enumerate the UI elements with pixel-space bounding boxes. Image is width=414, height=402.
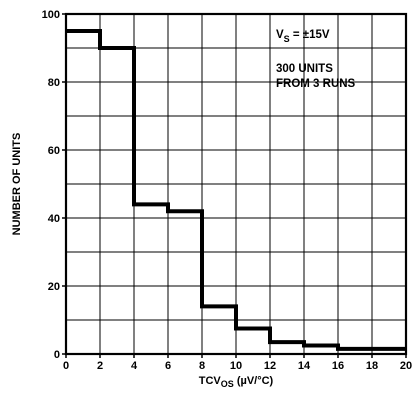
supply-rest: = ±15V [290, 29, 330, 41]
grid [65, 13, 407, 355]
y-tick-label-3: 60 [48, 145, 60, 157]
series-line-0 [66, 29, 406, 351]
y-tick-label-0: 0 [54, 349, 60, 361]
x-tick-label-5: 10 [230, 360, 242, 372]
x-axis-title-main: TCV [199, 375, 222, 387]
supply-subscript: S [284, 34, 290, 44]
x-tick-label-1: 2 [97, 360, 103, 372]
x-tick-label-10: 20 [400, 360, 412, 372]
x-tick-label-4: 8 [199, 360, 205, 372]
x-tick-label-0: 0 [63, 360, 69, 372]
x-tick-labels: 0 2 4 6 8 10 12 14 16 18 20 [63, 360, 412, 372]
units-annotation-line2: FROM 3 RUNS [276, 78, 356, 90]
y-tick-label-4: 80 [48, 77, 60, 89]
x-axis-title: TCVOS (µV/°C) [199, 375, 274, 389]
x-axis-title-unit: (µV/°C) [234, 375, 274, 387]
annotations: VS = ±15V 300 UNITS FROM 3 RUNS [276, 29, 356, 90]
supply-main: V [276, 29, 284, 41]
y-tick-label-1: 20 [48, 281, 60, 293]
x-tick-label-9: 18 [366, 360, 378, 372]
x-tick-label-6: 12 [264, 360, 276, 372]
y-axis-title: NUMBER OF UNITS [11, 133, 23, 236]
units-annotation-line1: 300 UNITS [276, 63, 333, 75]
x-tick-label-2: 4 [131, 360, 138, 372]
y-tick-labels: 0 20 40 60 80 100 [42, 9, 60, 361]
y-tick-label-5: 100 [42, 9, 60, 21]
x-tick-label-7: 14 [298, 360, 311, 372]
x-tick-label-8: 16 [332, 360, 344, 372]
y-tick-label-2: 40 [48, 213, 60, 225]
data-layer [66, 29, 406, 351]
x-axis-title-subscript: OS [221, 379, 234, 389]
supply-voltage-annotation: VS = ±15V [276, 29, 330, 44]
x-tick-label-3: 6 [165, 360, 171, 372]
plot-frame [62, 12, 408, 358]
